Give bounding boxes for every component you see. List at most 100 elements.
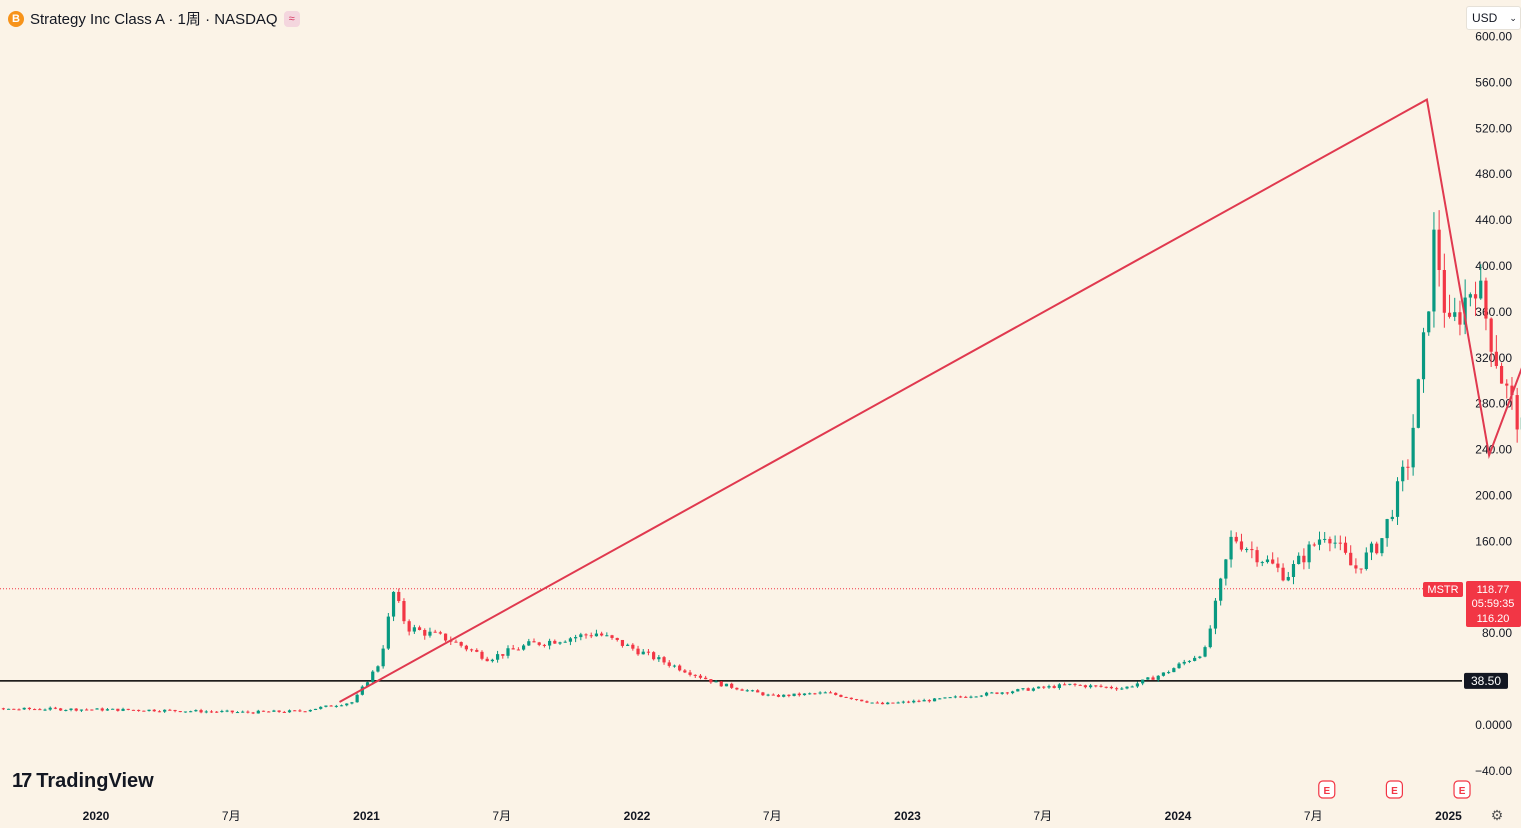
bitcoin-icon: B [8,10,24,27]
symbol-title[interactable]: Strategy Inc Class A · 1周 · NASDAQ [30,11,278,28]
candle-body [782,694,786,697]
candle-body [787,694,791,696]
candle-body [964,696,968,698]
candle-body [1245,549,1249,551]
candle-body [22,707,26,710]
candle-body [1317,539,1322,545]
candle-body [1115,688,1119,690]
candle-body [1052,686,1056,688]
candle-body [308,709,312,712]
candle-body [860,699,864,702]
candle-body [147,709,151,712]
candle-body [568,638,573,642]
candle-body [662,657,666,663]
candle-body [412,627,416,632]
earnings-marker-icon [1318,780,1336,799]
candle-body [958,696,963,698]
candle-body [610,635,614,638]
candle-body [298,710,302,712]
candle-body [1078,684,1082,686]
candle-body [168,709,172,711]
candle-body [1021,688,1025,690]
candle-body [828,692,833,694]
candle-body [189,711,193,713]
candle-body [1447,312,1452,317]
candle-body [1463,297,1467,325]
candle-body [480,651,484,659]
candle-body [1177,663,1181,669]
candle-body [1427,311,1431,333]
candle-body [698,675,703,678]
candle-body [943,697,947,699]
candle-body [839,694,843,697]
candle-body [402,601,406,622]
candle-body [1411,427,1415,468]
candle-body [59,708,63,711]
candle-body [714,681,718,683]
candle-body [1151,677,1155,680]
y-tick-label: 280.00 [1475,397,1512,411]
y-tick-label: 200.00 [1475,489,1512,503]
x-tick-label: 2021 [353,809,380,823]
candle-body [1016,689,1020,692]
candle-body [849,697,853,700]
candle-body [631,644,635,649]
approx-wave-icon[interactable]: ≈ [283,10,300,27]
candle-body [324,705,328,707]
candle-body [1489,318,1493,352]
candle-body [1473,294,1478,299]
candle-body [1380,538,1384,554]
candle-body [776,694,781,697]
currency-select[interactable]: USD ⌄ [1466,6,1521,30]
earnings-marker-letter: E [1391,786,1398,797]
candle-body [818,692,822,694]
candle-body [1156,675,1160,680]
earnings-marker-letter: E [1323,786,1330,797]
candle-body [1323,538,1327,540]
tradingview-logo[interactable]: 17 TradingView [12,770,154,793]
y-tick-label: 480.00 [1475,167,1512,181]
candle-body [802,693,807,696]
candle-body [1421,332,1426,380]
candle-body [532,641,536,643]
candle-body [365,682,370,687]
candle-body [100,708,104,711]
candle-body [901,701,905,703]
low-price-label: 116.20 [1477,613,1510,625]
candle-body [1484,280,1488,319]
candle-body [454,641,458,643]
candle-body [501,654,505,656]
candle-body [303,711,307,713]
candle-body [672,665,677,667]
candle-body [7,708,11,710]
candle-body [282,711,286,713]
y-tick-label: −40.00 [1475,764,1512,778]
candle-body [485,658,489,662]
candle-body [1182,661,1186,664]
candle-body [74,708,78,711]
candle-body [48,707,52,710]
candle-body [1359,568,1363,570]
candle-body [750,690,755,692]
candle-body [854,699,859,701]
candle-body [813,693,817,695]
candle-body [1364,552,1368,570]
candle-body [1203,647,1207,657]
gear-icon[interactable]: ⚙ [1490,806,1504,823]
candle-body [1005,692,1009,694]
candle-body [339,705,344,707]
candle-body [1198,656,1202,658]
countdown-label: 05:59:35 [1472,598,1515,610]
candle-body [116,708,120,711]
candle-body [334,705,338,707]
candle-body [350,702,354,704]
candle-body [553,640,557,644]
candle-body [620,639,625,646]
candle-body [521,645,526,650]
candle-body [12,708,16,710]
candle-body [537,642,541,645]
candle-body [1416,379,1420,428]
x-tick-label: 7月 [1304,809,1323,823]
x-tick-label: 7月 [222,809,241,823]
